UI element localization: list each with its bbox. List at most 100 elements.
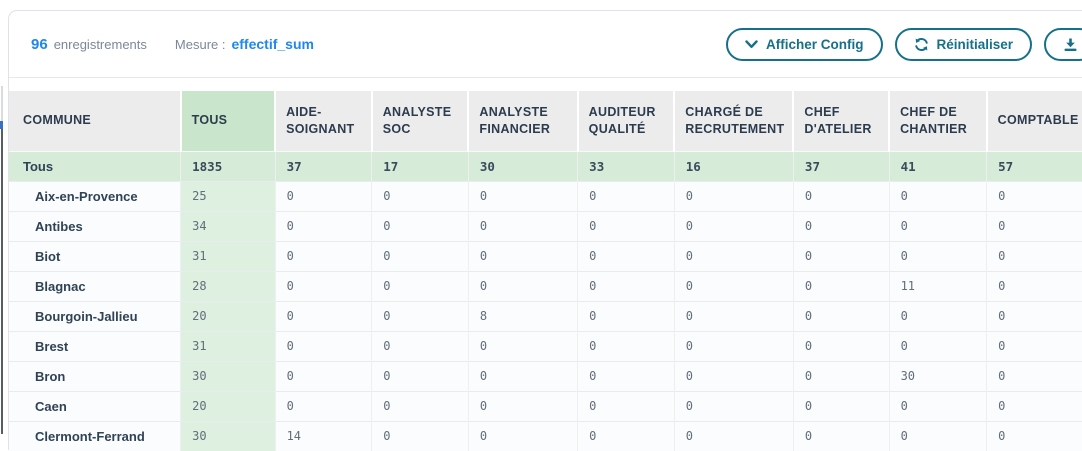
table-header-row: COMMUNE TOUS AIDE-SOIGNANT ANALYSTE SOC ANAL…	[9, 91, 1082, 151]
column-header-auditeur-qualit[interactable]: AUDITEUR QUALITÉ	[577, 91, 676, 151]
commune-cell: Bron	[9, 360, 182, 391]
value-cell: 0	[468, 420, 579, 451]
reset-button[interactable]: Réinitialiser	[894, 28, 1033, 61]
value-cell: 37	[275, 150, 373, 181]
measure-group: Mesure : effectif_sum	[175, 36, 314, 52]
value-cell: 0	[371, 300, 469, 331]
value-cell: 0	[275, 240, 373, 271]
table-row: Blagnac 28 0 0 0 0 0 0 11 0	[9, 270, 1082, 301]
value-cell: 0	[674, 210, 794, 241]
value-cell: 30	[180, 360, 276, 391]
table-row: Bron 30 0 0 0 0 0 0 30 0	[9, 360, 1082, 391]
value-cell: 0	[889, 300, 988, 331]
commune-cell: Bourgoin-Jallieu	[9, 300, 182, 331]
record-count-group: 96 enregistrements	[31, 36, 147, 53]
value-cell: 0	[468, 180, 579, 211]
measure-value[interactable]: effectif_sum	[231, 36, 314, 52]
column-header-aide-soignant[interactable]: AIDE-SOIGNANT	[275, 91, 373, 151]
value-cell: 0	[577, 210, 675, 241]
value-cell: 0	[793, 390, 890, 421]
pivot-table: COMMUNE TOUS AIDE-SOIGNANT ANALYSTE SOC ANAL…	[9, 91, 1082, 451]
table-row: Antibes 34 0 0 0 0 0 0 0 0	[9, 210, 1082, 241]
value-cell: 0	[674, 180, 794, 211]
column-header-charg-de-recrutement[interactable]: CHARGÉ DE RECRUTEMENT	[674, 91, 795, 151]
total-row: Tous 1835 37 17 30 33 16 37 41 57	[9, 150, 1082, 181]
value-cell: 0	[275, 180, 373, 211]
reset-label: Réinitialiser	[936, 37, 1014, 52]
value-cell: 0	[371, 210, 469, 241]
value-cell: 0	[889, 240, 988, 271]
table-row: Aix-en-Provence 25 0 0 0 0 0 0 0 0	[9, 180, 1082, 211]
column-header-chef-de-chantier[interactable]: CHEF DE CHANTIER	[889, 91, 988, 151]
commune-cell: Clermont-Ferrand	[9, 420, 182, 451]
table-row: Bourgoin-Jallieu 20 0 0 8 0 0 0 0 0	[9, 300, 1082, 331]
value-cell: 0	[371, 360, 469, 391]
value-cell: 0	[674, 270, 794, 301]
value-cell: 0	[986, 420, 1082, 451]
table-row: Brest 31 0 0 0 0 0 0 0 0	[9, 330, 1082, 361]
measure-label: Mesure :	[174, 37, 226, 52]
value-cell: 0	[468, 270, 579, 301]
value-cell: 0	[986, 330, 1082, 361]
chevron-down-icon	[745, 40, 758, 49]
value-cell: 0	[577, 300, 675, 331]
toolbar: 96 enregistrements Mesure : effectif_sum…	[9, 11, 1082, 78]
show-config-label: Afficher Config	[766, 37, 864, 52]
value-cell: 0	[674, 330, 794, 361]
value-cell: 0	[793, 300, 890, 331]
column-header-analyste-financier[interactable]: ANALYSTE FINANCIER	[468, 91, 579, 151]
value-cell: 0	[371, 270, 469, 301]
column-header-chef-d-atelier[interactable]: CHEF D'ATELIER	[793, 91, 891, 151]
value-cell: 0	[371, 240, 469, 271]
value-cell: 0	[674, 240, 794, 271]
value-cell: 0	[793, 270, 890, 301]
value-cell: 0	[793, 210, 890, 241]
column-header-analyste-soc[interactable]: ANALYSTE SOC	[371, 91, 470, 151]
record-count-label: enregistrements	[53, 36, 147, 52]
left-scrollbar-track[interactable]	[1, 86, 3, 126]
refresh-icon	[914, 37, 929, 52]
value-cell: 0	[793, 330, 890, 361]
value-cell: 20	[180, 390, 276, 421]
value-cell: 0	[986, 360, 1082, 391]
value-cell: 0	[889, 330, 988, 361]
value-cell: 0	[889, 420, 988, 451]
value-cell: 0	[793, 240, 890, 271]
download-icon	[1063, 38, 1078, 52]
value-cell: 33	[577, 150, 675, 181]
column-header-commune[interactable]: COMMUNE	[9, 91, 182, 151]
value-cell: 0	[793, 420, 890, 451]
value-cell: 0	[986, 300, 1082, 331]
value-cell: 0	[577, 390, 675, 421]
value-cell: 0	[371, 330, 469, 361]
left-scrollbar-marker	[0, 121, 3, 129]
column-header-tous[interactable]: TOUS	[180, 91, 277, 151]
value-cell: 0	[577, 270, 675, 301]
column-header-comptable[interactable]: COMPTABLE	[986, 91, 1082, 151]
value-cell: 0	[371, 390, 469, 421]
commune-cell: Tous	[9, 150, 182, 181]
left-scrollbar-thumb[interactable]	[1, 129, 3, 434]
value-cell: 25	[180, 180, 276, 211]
value-cell: 0	[577, 240, 675, 271]
record-count: 96	[31, 35, 48, 53]
value-cell: 0	[468, 240, 579, 271]
download-button[interactable]	[1044, 28, 1082, 61]
show-config-button[interactable]: Afficher Config	[726, 28, 883, 61]
value-cell: 0	[674, 420, 794, 451]
value-cell: 0	[986, 210, 1082, 241]
table-row: Clermont-Ferrand 30 14 0 0 0 0 0 0 0	[9, 420, 1082, 451]
value-cell: 0	[674, 360, 794, 391]
table-row: Biot 31 0 0 0 0 0 0 0 0	[9, 240, 1082, 271]
value-cell: 0	[793, 360, 890, 391]
pivot-table-card: 96 enregistrements Mesure : effectif_sum…	[8, 10, 1082, 451]
value-cell: 11	[889, 270, 988, 301]
table-row: Caen 20 0 0 0 0 0 0 0 0	[9, 390, 1082, 421]
value-cell: 0	[275, 210, 373, 241]
value-cell: 0	[889, 210, 988, 241]
value-cell: 20	[180, 300, 276, 331]
value-cell: 37	[793, 150, 890, 181]
value-cell: 0	[793, 180, 890, 211]
value-cell: 0	[468, 390, 579, 421]
value-cell: 30	[180, 420, 276, 451]
